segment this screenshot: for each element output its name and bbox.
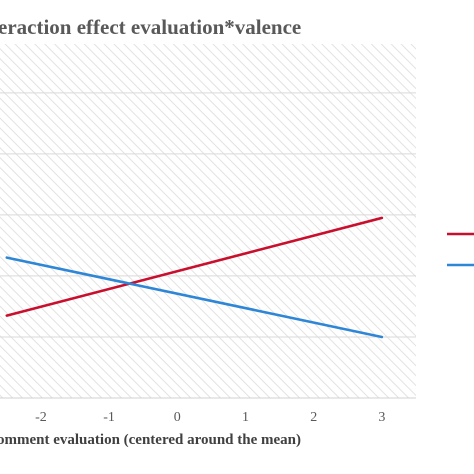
- x-tick-label-0: -2: [35, 410, 47, 425]
- series-lines: [5, 216, 384, 339]
- x-tick-label-1: -1: [103, 410, 115, 425]
- x-axis-ticks: -2 -1 0 1 2 3: [35, 410, 385, 425]
- series-line-0: [5, 216, 384, 317]
- chart-title: eraction effect evaluation*valence: [0, 15, 301, 39]
- x-axis-label: omment evaluation (centered around the m…: [0, 432, 301, 448]
- x-tick-label-5: 3: [378, 410, 385, 425]
- x-tick-label-3: 1: [242, 410, 249, 425]
- series-line-1: [5, 256, 384, 339]
- gridlines: [0, 92, 416, 338]
- x-tick-label-2: 0: [174, 410, 181, 425]
- plot-area: [0, 44, 416, 398]
- legend: [447, 232, 474, 267]
- x-tick-label-4: 2: [310, 410, 317, 425]
